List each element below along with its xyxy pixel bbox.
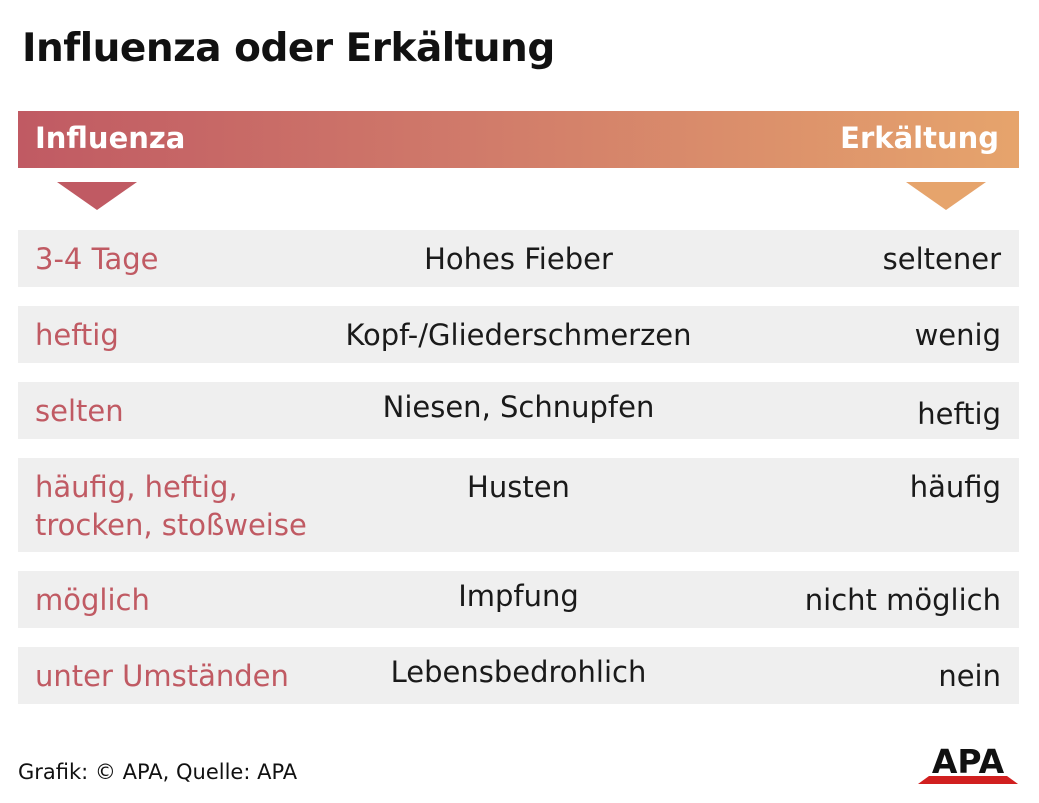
symptom-cell: Lebensbedrohlich xyxy=(390,655,647,689)
erkaeltung-cell: häufig xyxy=(909,470,1001,504)
symptom-cell: Hohes Fieber xyxy=(424,242,613,276)
erkaeltung-arrow-down-icon xyxy=(906,182,986,210)
influenza-cell: möglich xyxy=(35,581,150,619)
table-row: heftig Kopf-/Gliederschmerzen wenig xyxy=(18,306,1019,363)
apa-logo-icon: APA xyxy=(918,742,1018,784)
table-row: unter Umständen Lebensbedrohlich nein xyxy=(18,647,1019,704)
erkaeltung-cell: heftig xyxy=(917,397,1001,431)
erkaeltung-cell: seltener xyxy=(882,242,1001,276)
header-erkaeltung-label: Erkältung xyxy=(840,121,999,155)
erkaeltung-cell: nein xyxy=(938,659,1001,693)
symptom-cell: Husten xyxy=(467,470,570,504)
influenza-cell-text: trocken, stoßweise xyxy=(35,508,307,542)
symptom-cell: Kopf-/Gliederschmerzen xyxy=(345,318,692,352)
symptom-cell: Impfung xyxy=(458,579,579,613)
table-row: 3-4 Tage Hohes Fieber seltener xyxy=(18,230,1019,287)
erkaeltung-cell: wenig xyxy=(914,318,1001,352)
page-title: Influenza oder Erkältung xyxy=(22,26,555,71)
influenza-arrow-down-icon xyxy=(57,182,137,210)
influenza-cell-text: 3-4 Tage xyxy=(35,242,159,276)
comparison-header-banner: Influenza Erkältung xyxy=(18,111,1019,168)
erkaeltung-cell: nicht möglich xyxy=(804,583,1001,617)
influenza-cell: 3-4 Tage xyxy=(35,240,159,278)
influenza-cell-text: heftig xyxy=(35,318,119,352)
influenza-cell-text: selten xyxy=(35,394,124,428)
header-influenza-label: Influenza xyxy=(35,121,186,155)
table-row: selten Niesen, Schnupfen heftig xyxy=(18,382,1019,439)
influenza-cell-text: möglich xyxy=(35,583,150,617)
influenza-cell-text: häufig, heftig, xyxy=(35,470,238,504)
influenza-cell: selten xyxy=(35,392,124,430)
symptom-cell: Niesen, Schnupfen xyxy=(382,390,655,424)
source-credit: Grafik: © APA, Quelle: APA xyxy=(18,760,298,784)
influenza-cell: unter Umständen xyxy=(35,657,289,695)
influenza-cell-text: unter Umständen xyxy=(35,659,289,693)
apa-logo-text: APA xyxy=(932,742,1005,781)
table-row: möglich Impfung nicht möglich xyxy=(18,571,1019,628)
influenza-cell: häufig, heftig, trocken, stoßweise xyxy=(35,468,307,544)
influenza-cell: heftig xyxy=(35,316,119,354)
table-row: häufig, heftig, trocken, stoßweise Huste… xyxy=(18,458,1019,552)
